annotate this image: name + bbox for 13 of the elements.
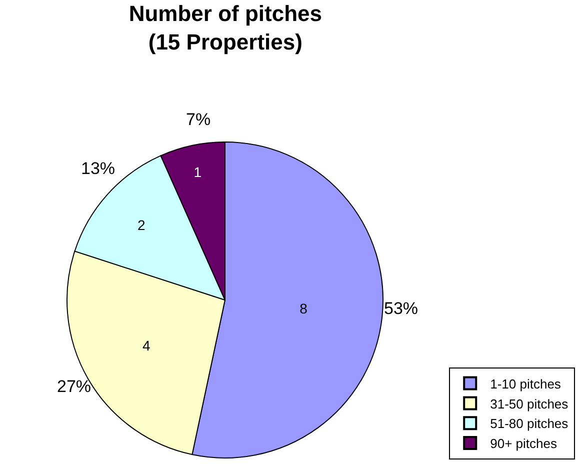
text: 7% bbox=[186, 110, 211, 129]
text: 27% bbox=[57, 377, 92, 396]
legend-label: 90+ pitches bbox=[490, 436, 558, 452]
chart-title: Number of pitches (15 Properties) bbox=[128, 0, 322, 54]
legend-label: 31-50 pitches bbox=[490, 396, 569, 412]
data-label: 1 bbox=[194, 164, 202, 180]
text: 53% bbox=[384, 299, 418, 318]
legend-label: 51-80 pitches bbox=[490, 416, 569, 432]
data-label: 8 bbox=[300, 300, 308, 316]
data-label: 4 bbox=[142, 337, 151, 354]
data-label: 2 bbox=[138, 216, 146, 233]
text: 13% bbox=[81, 159, 116, 178]
legend-label: 1-10 pitches bbox=[490, 376, 562, 392]
